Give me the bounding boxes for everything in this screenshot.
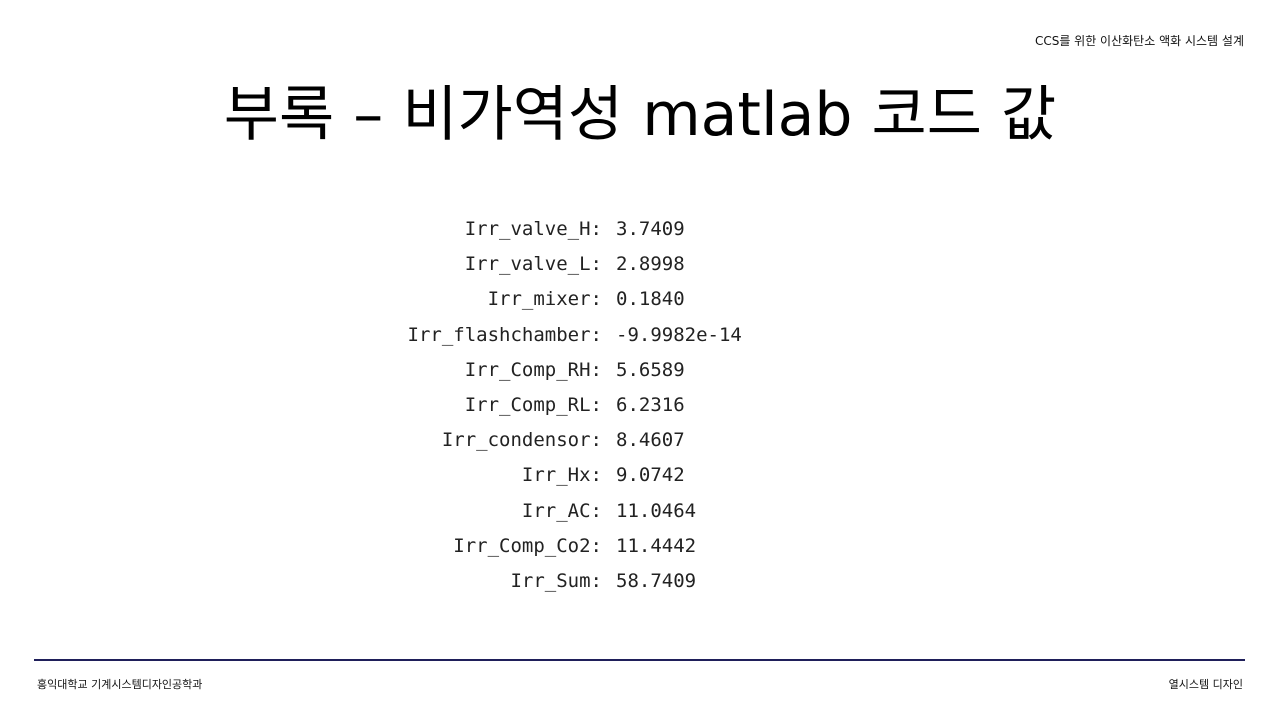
result-name: Irr_Comp_RH:	[464, 358, 602, 381]
result-name: Irr_Hx:	[521, 464, 602, 487]
footer-course: 열시스템 디자인	[1168, 678, 1243, 691]
result-name: Irr_AC:	[521, 499, 602, 522]
result-value: 9.0742	[616, 464, 685, 487]
result-name: Irr_valve_H:	[464, 218, 602, 240]
footer-divider	[34, 659, 1245, 661]
result-name: Irr_condensor:	[441, 429, 602, 452]
result-value: 8.4607	[616, 429, 685, 452]
result-row: Irr_Comp_RL: 6.2316	[0, 388, 1280, 423]
result-value: 6.2316	[616, 393, 685, 416]
result-name: Irr_flashchamber:	[407, 323, 602, 346]
results-list: Irr_valve_H: 3.7409 Irr_valve_L: 2.8998 …	[0, 212, 1280, 599]
result-name: Irr_valve_L:	[464, 253, 602, 276]
result-value: -9.9982e-14	[616, 323, 742, 346]
result-value: 58.7409	[616, 569, 697, 592]
footer-department: 홍익대학교 기계시스템디자인공학과	[37, 678, 203, 691]
result-name: Irr_mixer:	[487, 288, 602, 311]
result-value: 5.6589	[616, 358, 685, 381]
result-row: Irr_AC: 11.0464	[0, 494, 1280, 529]
result-row: Irr_flashchamber: -9.9982e-14	[0, 318, 1280, 353]
result-value: 2.8998	[616, 253, 685, 276]
result-row: Irr_valve_H: 3.7409	[0, 212, 1280, 247]
result-row: Irr_mixer: 0.1840	[0, 282, 1280, 317]
header-tag: CCS를 위한 이산화탄소 액화 시스템 설계	[1034, 34, 1244, 48]
result-name: Irr_Comp_Co2:	[453, 534, 602, 557]
slide-title: 부록 – 비가역성 matlab 코드 값	[223, 80, 1057, 150]
result-row: Irr_condensor: 8.4607	[0, 423, 1280, 458]
result-name: Irr_Sum:	[510, 569, 602, 592]
result-name: Irr_Comp_RL:	[464, 393, 602, 416]
result-value: 3.7409	[616, 218, 685, 240]
result-row: Irr_Comp_Co2: 11.4442	[0, 529, 1280, 564]
result-value: 0.1840	[616, 288, 685, 311]
result-value: 11.0464	[616, 499, 697, 522]
result-row: Irr_valve_L: 2.8998	[0, 247, 1280, 282]
result-value: 11.4442	[616, 534, 697, 557]
result-row: Irr_Sum: 58.7409	[0, 564, 1280, 599]
result-row: Irr_Comp_RH: 5.6589	[0, 353, 1280, 388]
result-row: Irr_Hx: 9.0742	[0, 458, 1280, 493]
